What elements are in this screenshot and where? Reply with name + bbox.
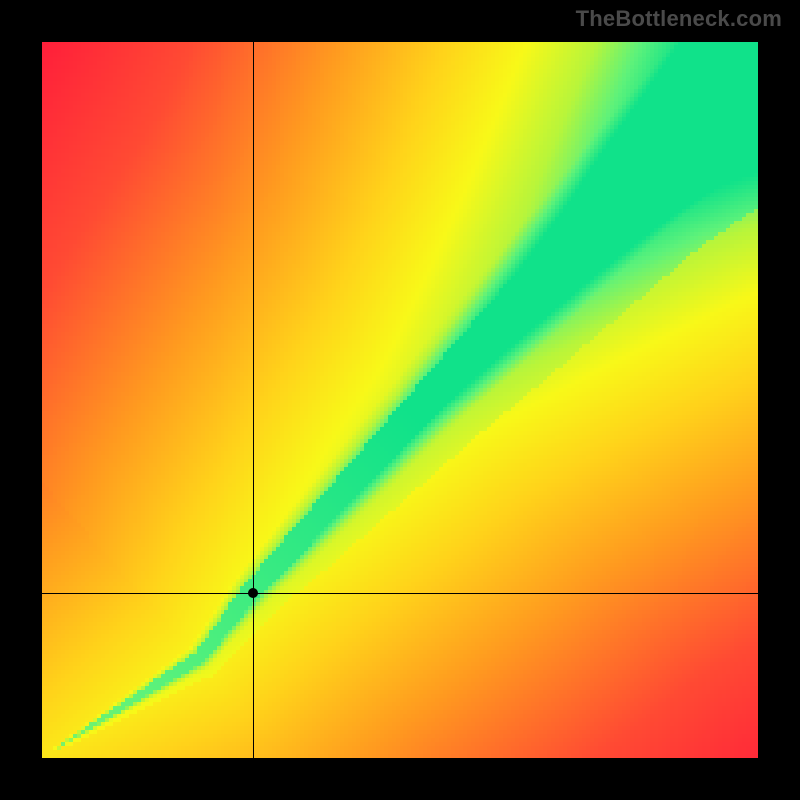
chart-container: TheBottleneck.com <box>0 0 800 800</box>
crosshair-horizontal <box>42 593 758 594</box>
heatmap-plot <box>42 42 758 758</box>
marker-dot <box>248 588 258 598</box>
heatmap-canvas <box>42 42 758 758</box>
crosshair-vertical <box>253 42 254 758</box>
watermark-text: TheBottleneck.com <box>576 6 782 32</box>
